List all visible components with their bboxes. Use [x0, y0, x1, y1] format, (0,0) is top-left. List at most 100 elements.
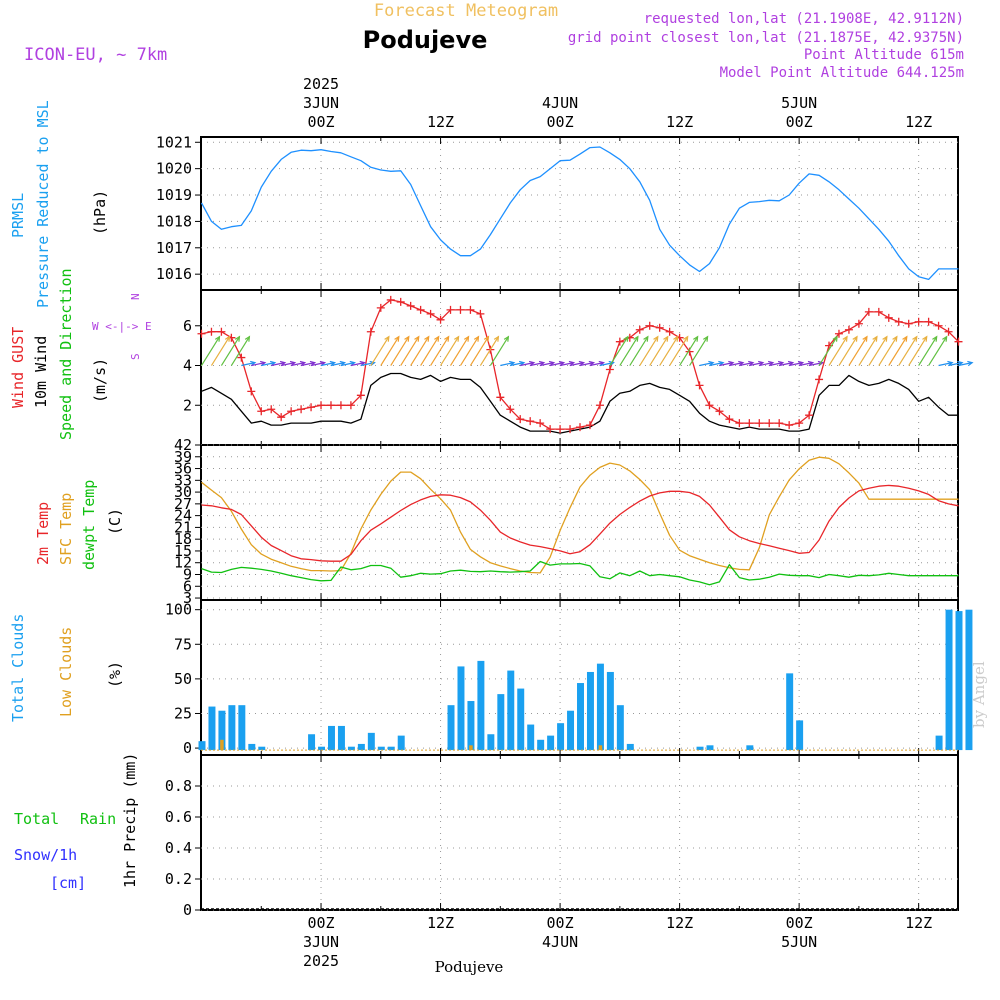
gust-marker	[277, 413, 286, 422]
time-label-top: 00Z	[307, 113, 334, 131]
gust-marker	[615, 337, 624, 346]
gust-marker	[934, 321, 943, 330]
sfc-temp-line	[201, 456, 959, 574]
cloud-label-total: Total Clouds	[9, 614, 27, 722]
wind-arrow	[918, 336, 938, 366]
wind-arrow	[629, 336, 649, 366]
model-altitude: Model Point Altitude 644.125m	[720, 65, 964, 81]
time-label-bottom: 3JUN	[303, 933, 339, 951]
wind-arrowhead	[503, 335, 510, 342]
wind-arrow	[310, 362, 325, 367]
wind-arrow	[340, 362, 355, 367]
wind-ytick-label: 6	[183, 317, 192, 335]
wind-arrow	[469, 336, 489, 366]
wind-arrow	[719, 362, 734, 367]
total-cloud-bar	[606, 671, 614, 751]
wind-label-gust: Wind GUST	[9, 327, 27, 408]
gust-marker	[346, 401, 355, 410]
gust-marker	[805, 411, 814, 420]
wind-arrow	[380, 336, 400, 366]
temperature-ytick-label: 6	[183, 577, 192, 595]
wind-arrowhead	[912, 335, 918, 342]
precip-unit: 1hr Precip (mm)	[121, 753, 139, 888]
wind-arrowhead	[384, 335, 390, 342]
precip-label-snow: Snow/1h	[14, 846, 77, 864]
wind-arrow	[540, 362, 554, 367]
pressure-ytick-label: 1016	[156, 265, 192, 283]
time-label-top: 00Z	[547, 113, 574, 131]
gust-marker	[426, 309, 435, 318]
wind-arrow	[828, 336, 848, 366]
wind-arrow	[818, 336, 838, 366]
footer-location: Podujeve	[435, 958, 504, 976]
precip-ytick-label: 0.4	[165, 839, 192, 857]
compass-west-east: W <-|-> E	[92, 320, 152, 333]
cloud-label-low: Low Clouds	[57, 627, 75, 717]
gust-marker	[267, 405, 276, 414]
gust-marker	[585, 421, 594, 430]
total-cloud-bar	[537, 739, 545, 751]
wind-arrow	[350, 362, 365, 367]
temperature-ytick-label: 24	[174, 507, 192, 525]
clouds-ytick-label: 25	[174, 704, 192, 722]
temp-unit: (C)	[106, 508, 124, 535]
time-label-bottom: 5JUN	[781, 933, 817, 951]
gust-marker	[556, 425, 565, 434]
time-label-top: 2025	[303, 75, 339, 93]
pressure-label-prmsl: PRMSL	[9, 193, 27, 238]
total-cloud-bar	[945, 609, 953, 751]
wind-arrow	[400, 336, 420, 366]
gust-marker	[506, 405, 515, 414]
gust-marker	[307, 403, 316, 412]
gust-marker	[336, 401, 345, 410]
total-cloud-bar	[218, 710, 226, 751]
wind-arrow	[510, 362, 525, 367]
wind-arrowhead	[404, 335, 410, 342]
temperature-ytick-label: 21	[174, 518, 192, 536]
wind-arrowhead	[329, 360, 337, 367]
wind-arrowhead	[444, 335, 450, 342]
wind-arrowhead	[942, 335, 948, 342]
total-cloud-bar	[696, 746, 704, 751]
wind-unit: (m/s)	[91, 358, 109, 403]
wind-arrow	[220, 336, 240, 366]
time-label-bottom: 00Z	[786, 914, 813, 932]
wind-arrow	[440, 336, 460, 366]
gust-marker	[207, 327, 216, 336]
wind-arrowhead	[289, 360, 297, 367]
wind-arrowhead	[259, 360, 267, 367]
wind-arrowhead	[832, 335, 838, 342]
compass-north: N	[129, 293, 142, 300]
gust-marker	[366, 327, 375, 336]
wind-arrow	[450, 336, 470, 366]
wind-arrowhead	[558, 360, 566, 367]
total-cloud-bar	[258, 746, 266, 751]
watermark: by Angel	[970, 661, 988, 728]
time-label-bottom: 00Z	[547, 914, 574, 932]
wind-frame	[200, 289, 959, 446]
gust-marker	[386, 295, 395, 304]
wind-arrow	[639, 336, 659, 366]
gust-marker	[775, 419, 784, 428]
wind-arrow	[669, 336, 689, 366]
gust-marker	[237, 353, 246, 362]
total-cloud-bar	[746, 745, 754, 751]
gust-marker	[645, 321, 654, 330]
wind-arrowhead	[279, 360, 287, 367]
wind-arrow	[928, 336, 948, 366]
wind-arrowhead	[509, 360, 516, 367]
wind-label-speed-dir: Speed and Direction	[57, 268, 75, 440]
wind-arrowhead	[349, 360, 356, 367]
gridpoint-coords: grid point closest lon,lat (21.1875E, 42…	[568, 30, 964, 46]
gust-markers	[197, 295, 963, 434]
pressure-ytick-label: 1017	[156, 239, 192, 257]
wind-arrow	[749, 362, 764, 367]
wind-labels: Wind GUST 10m Wind Speed and Direction (…	[9, 268, 152, 440]
total-cloud-bar	[527, 724, 535, 751]
requested-coords: requested lon,lat (21.1908E, 42.9112N)	[644, 11, 964, 27]
gust-marker	[516, 415, 525, 424]
gust-marker	[894, 317, 903, 326]
wind-arrowhead	[578, 360, 586, 367]
wind-arrow	[320, 362, 335, 367]
